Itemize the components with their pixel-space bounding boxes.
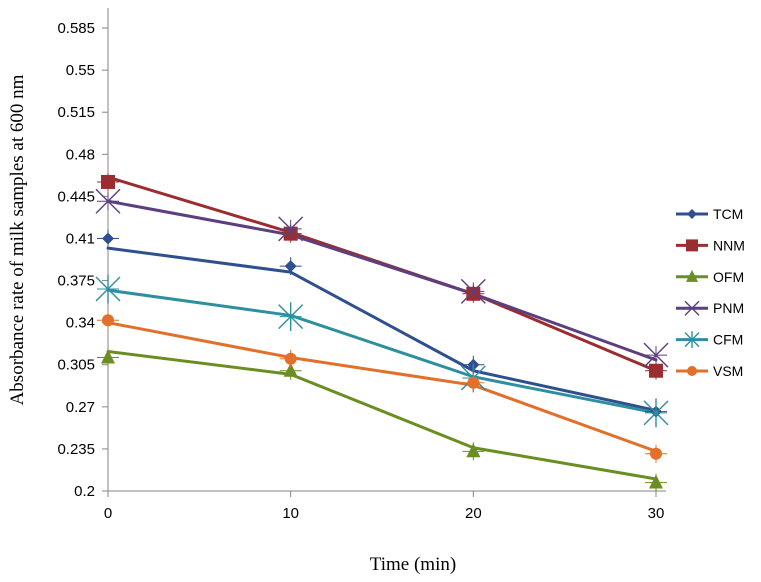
y-tick-label: 0.48 [66,146,95,163]
y-ticks: 0.2 0.235 0.27 0.305 0.34 0.375 0.41 0.445 0.48 0… [57,20,108,500]
data-point-tcm [102,232,114,245]
data-point-ofm [283,362,298,377]
legend-label: CFM [713,332,743,348]
data-point-cfm [278,302,304,332]
data-point-ofm [649,474,663,489]
x-tick-label: 0 [104,505,112,522]
series-line-nnm [106,175,658,373]
y-tick-label: 0.235 [57,441,95,458]
y-tick-label: 0.55 [66,62,95,79]
y-axis-label: Absorbance rate of milk samples at 600 n… [7,74,28,405]
legend-item-pnm: PNM [676,300,744,316]
series-line-ofm [106,350,658,481]
y-tick-label: 0.27 [66,399,95,416]
legend-marker [687,209,697,219]
series-markers-pnm [95,188,669,368]
data-point-tcm [284,260,297,273]
legend-marker [686,239,698,252]
series-markers [95,172,669,492]
legend-label: VSM [713,363,743,379]
data-point-vsm [102,314,114,327]
y-tick-label: 0.41 [66,230,95,247]
legend-label: TCM [713,206,743,222]
data-point-pnm [460,278,486,304]
legend-item-nnm: NNM [676,237,745,253]
y-tick-label: 0.585 [57,20,95,37]
x-axis: 0 10 20 30 [104,490,666,522]
series-lines [106,175,658,481]
series-markers-vsm [97,311,667,463]
y-tick-label: 0.445 [57,188,95,205]
series-line-vsm [106,321,658,453]
legend-item-vsm: VSM [676,363,743,379]
data-point-pnm [643,342,669,368]
series-markers-cfm [95,274,669,428]
series-line-cfm [106,288,658,415]
legend-item-cfm: CFM [676,331,743,348]
y-tick-label: 0.34 [66,315,95,332]
legend-label: OFM [713,269,744,285]
series-markers-ofm [97,348,667,492]
legend-marker [687,366,697,376]
legend: TCM NNM OFM PNM CFM VSM [676,206,745,379]
data-point-pnm [278,216,304,242]
y-axis: 0.2 0.235 0.27 0.305 0.34 0.375 0.41 0.445 0.48 0… [57,8,109,500]
legend-item-ofm: OFM [676,269,744,285]
y-tick-label: 0.305 [57,357,95,374]
x-tick-label: 10 [282,505,299,522]
series-markers-nnm [97,172,667,380]
data-point-cfm [643,398,669,428]
x-axis-label: Time (min) [370,554,456,575]
data-point-vsm [467,376,480,389]
x-tick-label: 20 [465,505,482,522]
data-point-cfm [95,274,121,304]
series-line-tcm [106,246,658,412]
series-line-pnm [106,199,658,362]
x-ticks: 0 10 20 30 [104,491,665,522]
legend-label: PNM [713,300,744,316]
data-point-ofm [466,443,481,458]
data-point-pnm [95,188,121,214]
data-point-nnm [101,174,115,189]
legend-marker [684,331,700,348]
legend-marker [684,300,700,316]
x-tick-label: 30 [648,505,665,522]
y-tick-label: 0.375 [57,273,95,290]
y-tick-label: 0.515 [57,104,95,121]
data-point-vsm [284,352,297,365]
legend-label: NNM [713,237,745,253]
legend-marker [686,269,698,282]
data-point-nnm [649,363,663,378]
data-point-vsm [650,447,662,460]
y-tick-label: 0.2 [74,483,95,500]
data-point-ofm [101,349,115,364]
legend-item-tcm: TCM [676,206,743,222]
